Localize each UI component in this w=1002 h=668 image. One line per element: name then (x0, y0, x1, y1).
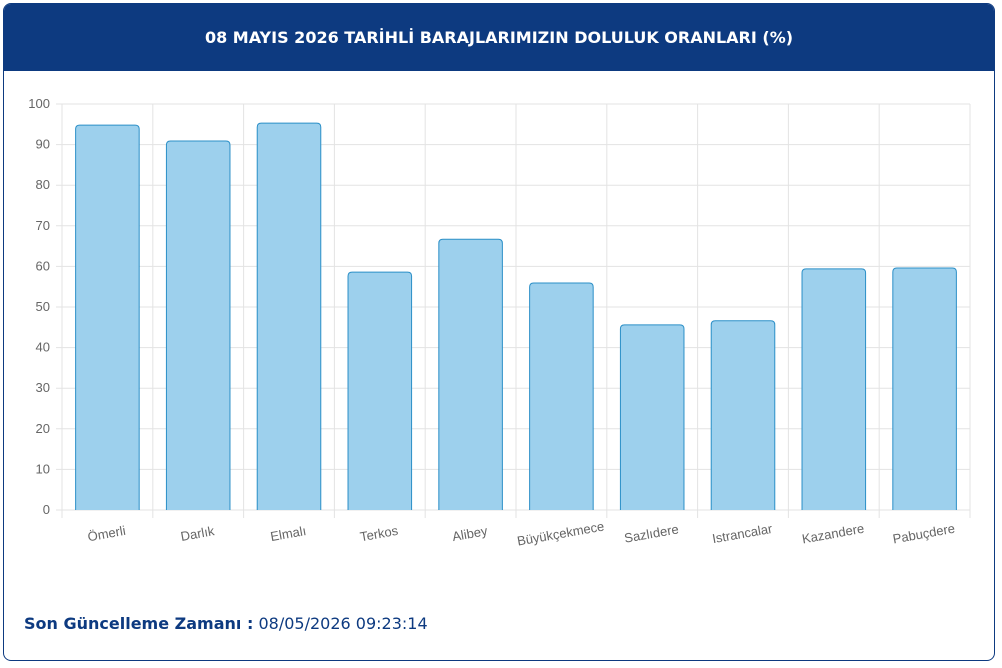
y-tick-label: 0 (43, 502, 50, 517)
update-info: Son Güncelleme Zamanı : 08/05/2026 09:23… (24, 614, 428, 633)
update-label: Son Güncelleme Zamanı : (24, 614, 254, 633)
update-time: 08/05/2026 09:23:14 (258, 614, 428, 633)
y-tick-label: 40 (36, 340, 50, 355)
x-tick-label: Pabuçdere (892, 521, 957, 547)
x-tick-label: Büyükçekmece (516, 519, 605, 549)
x-tick-label: Kazandere (801, 521, 866, 547)
bar (710, 320, 776, 510)
x-tick-label: Ömerli (86, 523, 126, 544)
y-tick-label: 80 (36, 177, 50, 192)
x-tick-label: Terkos (359, 523, 400, 545)
y-tick-label: 60 (36, 258, 50, 273)
y-tick-label: 10 (36, 461, 50, 476)
bar (529, 282, 594, 510)
chart-title: 08 MAYIS 2026 TARİHLİ BARAJLARIMIZIN DOL… (4, 4, 994, 71)
bar (347, 271, 413, 510)
x-tick-label: Darlık (179, 523, 216, 544)
y-tick-label: 90 (36, 137, 50, 152)
x-tick-label: Sazlıdere (623, 521, 680, 545)
y-tick-label: 20 (36, 421, 50, 436)
bar (256, 122, 322, 510)
y-tick-label: 30 (36, 380, 50, 395)
y-tick-label: 100 (28, 96, 50, 111)
x-tick-label: Alibey (451, 523, 489, 544)
bar (75, 124, 140, 510)
x-tick-label: Istrancalar (711, 521, 774, 546)
x-tick-label: Elmalı (269, 523, 307, 544)
bar (892, 267, 957, 510)
bar (801, 268, 867, 510)
bar (438, 238, 503, 510)
y-tick-label: 50 (36, 299, 50, 314)
bar (619, 324, 685, 510)
card: 08 MAYIS 2026 TARİHLİ BARAJLARIMIZIN DOL… (3, 3, 995, 661)
y-tick-label: 70 (36, 218, 50, 233)
bar (165, 140, 231, 510)
